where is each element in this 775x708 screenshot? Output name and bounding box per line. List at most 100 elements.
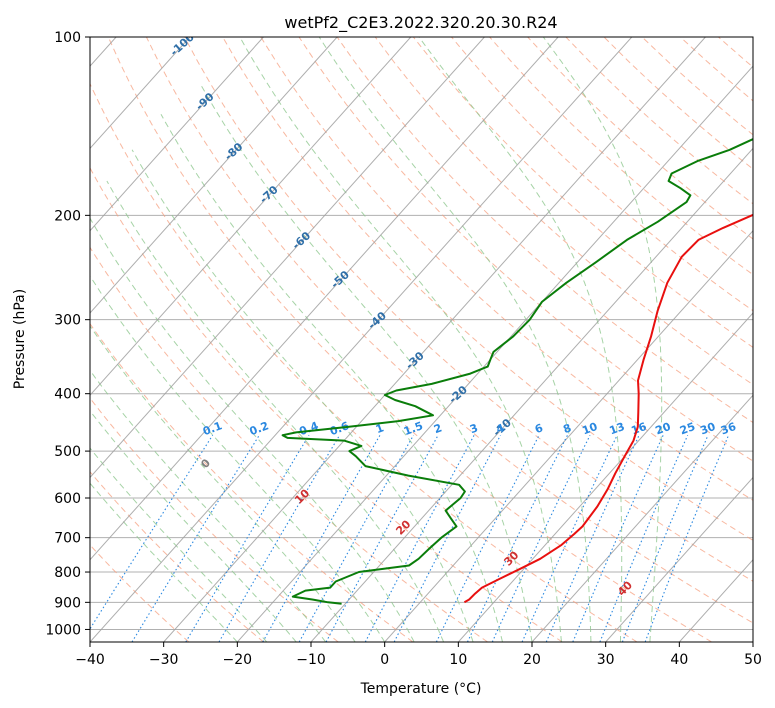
- y-tick-label: 800: [54, 565, 81, 581]
- dry-adiabat-line: [222, 37, 753, 541]
- moist-adiabat-line: [90, 369, 327, 642]
- isotherm-line: [531, 394, 753, 642]
- moist-adiabat-line: [90, 482, 238, 642]
- mixing-ratio-label: 2: [432, 421, 444, 436]
- dry-adiabat-line: [90, 397, 339, 642]
- y-tick-label: 500: [54, 444, 81, 460]
- dry-adiabat-line: [641, 37, 753, 136]
- dry-adiabat-line: [718, 37, 753, 68]
- chart-title: wetPf2_C2E3.2022.320.20.30.R24: [284, 13, 557, 33]
- moist-adiabat-line: [90, 325, 356, 642]
- moist-adiabat-line: [131, 149, 474, 642]
- mixing-ratio-line: [393, 434, 501, 642]
- isotherm-label: -100: [168, 30, 197, 58]
- dry-adiabat-line: [603, 37, 753, 170]
- mixing-ratio-label: 20: [654, 420, 673, 438]
- y-tick-label: 200: [54, 208, 81, 224]
- mixing-ratio-line: [262, 434, 381, 642]
- mixing-ratio-line: [185, 434, 310, 642]
- isotherm-line: [90, 37, 264, 232]
- mixing-ratio-line: [90, 434, 214, 630]
- mixing-ratio-line: [572, 434, 664, 642]
- dry-adiabat-line: [107, 37, 712, 642]
- mixing-ratio-label: 1: [374, 421, 386, 436]
- mixing-ratio-line: [644, 434, 730, 642]
- isotherm-line: [90, 37, 485, 479]
- isotherm-line: [678, 558, 753, 642]
- mixing-ratio-label: 36: [719, 420, 738, 438]
- y-axis-title: Pressure (hPa): [12, 289, 28, 389]
- isopleth-labels: -100-90-80-70-60-50-40-30-20-10010203040…: [168, 30, 738, 599]
- background-lines: [90, 37, 753, 642]
- x-tick-label: 10: [449, 652, 467, 668]
- moist-adiabat-line: [90, 410, 297, 642]
- dry-adiabat-label: 40: [615, 578, 635, 598]
- mixing-ratio-line: [435, 434, 540, 642]
- mixing-ratio-line: [298, 434, 414, 642]
- mixing-ratio-label: 1.5: [402, 419, 425, 438]
- x-tick-label: −30: [149, 652, 179, 668]
- y-tick-label: 100: [54, 30, 81, 46]
- dry-adiabat-line: [679, 37, 753, 102]
- moist-adiabat-line: [418, 37, 623, 642]
- y-tick-label: 600: [54, 491, 81, 507]
- mixing-ratio-label: 8: [562, 421, 574, 436]
- mixing-ratio-label: 16: [630, 420, 649, 438]
- mixing-ratio-line: [466, 434, 568, 642]
- dry-adiabat-line: [374, 37, 753, 386]
- dry-adiabat-line: [90, 322, 414, 642]
- temperature-profile-line: [463, 213, 753, 604]
- dry-adiabat-line: [90, 246, 488, 642]
- isotherm-line: [90, 37, 191, 150]
- x-tick-label: −40: [75, 652, 105, 668]
- dry-adiabat-line: [489, 37, 753, 276]
- dry-adiabat-line: [90, 544, 190, 642]
- mixing-ratio-label: 6: [533, 421, 545, 436]
- moist-adiabat-line: [90, 217, 415, 642]
- isotherm-line: [236, 65, 753, 642]
- mixing-ratio-label: 0.1: [201, 419, 224, 438]
- dry-adiabat-line: [527, 37, 753, 240]
- isotherm-line: [90, 37, 633, 642]
- mixing-ratio-line: [491, 434, 591, 642]
- mixing-ratio-label: 10: [580, 420, 599, 438]
- y-tick-label: 1000: [45, 622, 81, 638]
- mixing-ratio-label: 30: [698, 420, 717, 438]
- isotherm-line: [457, 312, 753, 642]
- x-tick-label: −10: [296, 652, 326, 668]
- x-tick-label: 20: [523, 652, 541, 668]
- isotherm-line: [605, 476, 753, 642]
- profiles: [281, 138, 753, 605]
- dry-adiabat-label: 20: [393, 517, 413, 537]
- isotherm-line: [90, 37, 559, 561]
- x-tick-label: 0: [380, 652, 389, 668]
- dewpoint-profile-line: [281, 138, 753, 605]
- y-tick-label: 900: [54, 595, 81, 611]
- y-axis: 100 200 300 400 500 600 700 800 900 1000: [45, 30, 90, 638]
- isotherm-line: [90, 37, 412, 396]
- moist-adiabat-line: [239, 37, 562, 642]
- y-tick-label: 700: [54, 531, 81, 547]
- dry-adiabat-line: [451, 37, 753, 312]
- x-tick-label: 50: [744, 652, 762, 668]
- isotherm-line: [384, 229, 753, 642]
- dry-adiabat-line: [90, 166, 563, 642]
- dry-adiabat-line: [90, 471, 264, 642]
- mixing-ratio-line: [621, 434, 709, 642]
- mixing-ratio-line: [131, 434, 260, 642]
- moist-adiabat-line: [160, 113, 503, 642]
- dry-adiabat-line: [412, 37, 753, 348]
- mixing-ratio-line: [599, 434, 689, 642]
- mixing-ratio-label: 3: [468, 421, 480, 436]
- mixing-ratio-label: 0.4: [297, 419, 320, 438]
- x-tick-label: 40: [670, 652, 688, 668]
- mixing-ratio-label: 13: [608, 420, 627, 437]
- dry-adiabat-label: 30: [501, 548, 521, 568]
- plot-frame: [89, 36, 754, 643]
- moist-adiabat-line: [542, 37, 663, 642]
- mixing-ratio-label: 25: [678, 420, 697, 437]
- mixing-ratio-label: 0.2: [248, 419, 271, 438]
- y-tick-label: 400: [54, 387, 81, 403]
- dry-adiabat-label: 0: [198, 456, 213, 471]
